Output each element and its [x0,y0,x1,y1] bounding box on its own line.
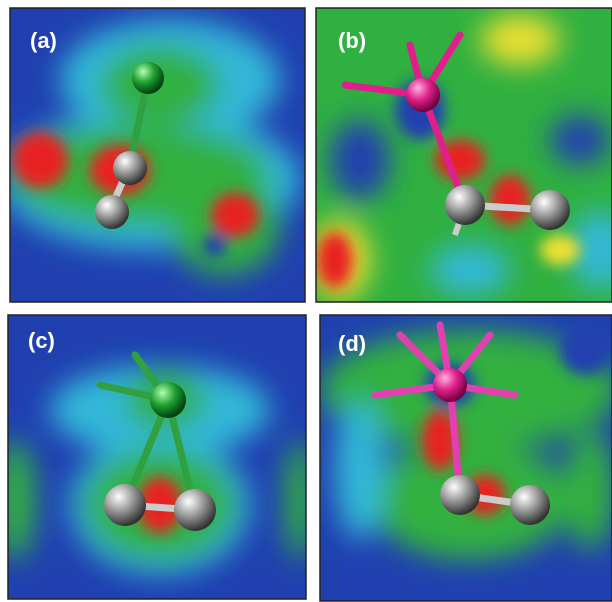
page: (a) (b) [0,0,612,602]
panel-c: (c) [0,315,315,599]
figure: (a) (b) [0,0,612,602]
panel-d: (d) [320,315,612,601]
panel-label: (d) [338,331,366,356]
panel-label: (a) [30,28,57,53]
panel-b: (b) [310,8,612,302]
panel-label: (b) [338,28,366,53]
panel-label: (c) [28,328,55,353]
panel-a: (a) [0,8,305,302]
